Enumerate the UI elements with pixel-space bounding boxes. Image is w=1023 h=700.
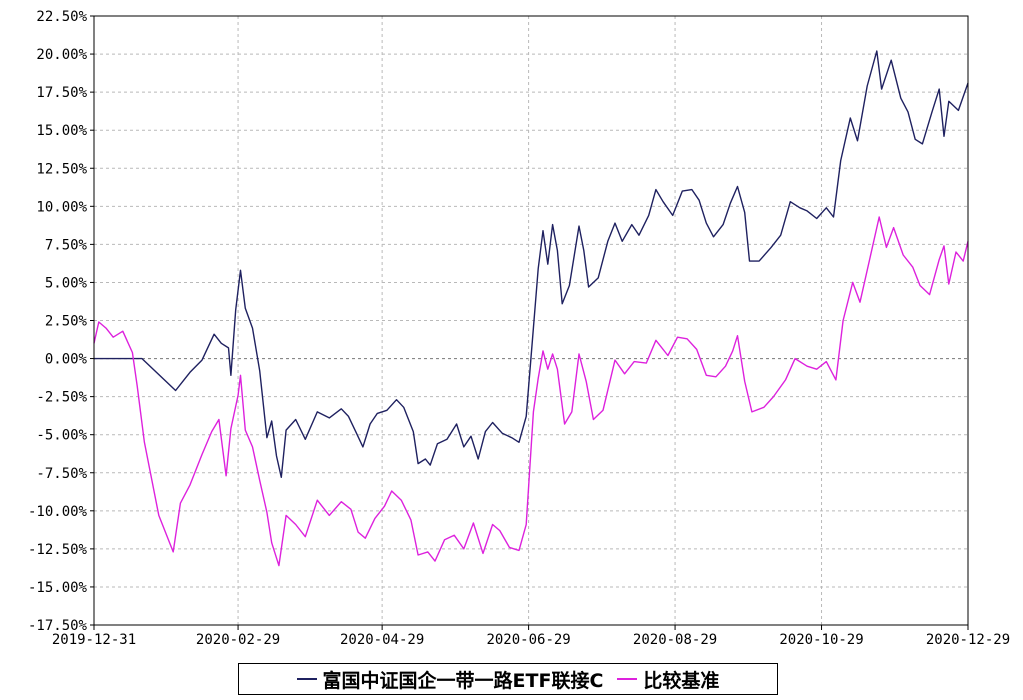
- x-tick-label: 2020-04-29: [340, 632, 424, 648]
- x-tick-label: 2020-12-29: [926, 632, 1010, 648]
- x-axis: 2019-12-31 2020-02-29 2020-04-29 2020-06-29…: [52, 625, 1010, 648]
- y-tick-label: 15.00%: [36, 123, 87, 139]
- x-tick-label: 2020-08-29: [633, 632, 717, 648]
- y-tick-label: 2.50%: [45, 314, 88, 330]
- series-line-2: [93, 216, 969, 567]
- y-tick-label: -10.00%: [28, 504, 88, 520]
- y-tick-label: -5.00%: [36, 428, 87, 444]
- legend-label-series-2: 比较基准: [643, 669, 720, 692]
- legend-swatch-series-1: [296, 678, 317, 680]
- y-axis: 22.50% 20.00% 17.50% 15.00% 12.50% 10.00% 7.50…: [28, 9, 94, 634]
- y-tick-label: 22.50%: [36, 9, 87, 25]
- series-lines: [93, 50, 969, 567]
- series-line-1: [94, 50, 969, 478]
- legend-item-series-1: 富国中证国企一带一路ETF联接C: [296, 666, 604, 693]
- x-tick-label: 2019-12-31: [52, 632, 136, 648]
- y-tick-label: 10.00%: [36, 199, 87, 215]
- legend-swatch-series-2: [617, 678, 638, 680]
- y-tick-label: 0.00%: [45, 352, 88, 368]
- legend: 富国中证国企一带一路ETF联接C 比较基准: [238, 663, 778, 695]
- y-tick-label: -7.50%: [36, 466, 87, 482]
- y-tick-label: -12.50%: [28, 542, 88, 558]
- y-tick-label: 7.50%: [45, 237, 88, 253]
- y-tick-label: -17.50%: [28, 618, 88, 634]
- y-tick-label: 17.50%: [36, 85, 87, 101]
- y-tick-label: 5.00%: [45, 275, 88, 291]
- x-tick-label: 2020-10-29: [779, 632, 863, 648]
- x-tick-label: 2020-02-29: [196, 632, 280, 648]
- y-tick-label: 20.00%: [36, 47, 87, 63]
- x-tick-label: 2020-06-29: [486, 632, 570, 648]
- y-tick-label: 12.50%: [36, 161, 87, 177]
- y-tick-label: -15.00%: [28, 580, 88, 596]
- legend-label-series-1: 富国中证国企一带一路ETF联接C: [322, 669, 604, 692]
- plot-frame: [93, 15, 969, 626]
- y-tick-label: -2.50%: [36, 390, 87, 406]
- grid: [94, 16, 968, 625]
- legend-item-series-2: 比较基准: [617, 666, 719, 693]
